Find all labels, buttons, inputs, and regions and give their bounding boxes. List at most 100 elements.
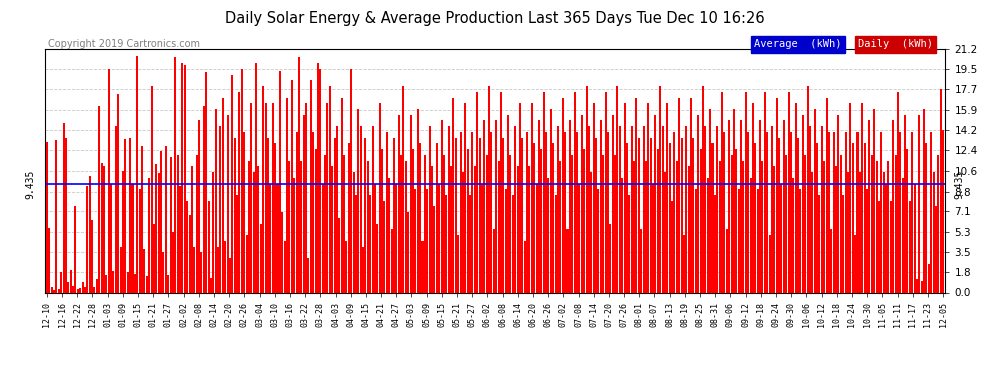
Bar (79, 288, 81, 292)
Bar (53, 290, 55, 292)
Bar (702, 86, 704, 292)
Bar (117, 94, 119, 292)
Bar (607, 132, 609, 292)
Bar (851, 143, 853, 292)
Bar (362, 247, 364, 292)
Bar (704, 126, 707, 292)
Bar (673, 132, 675, 292)
Bar (431, 166, 433, 292)
Bar (836, 166, 838, 292)
Bar (736, 149, 738, 292)
Bar (417, 109, 419, 292)
Bar (336, 126, 338, 292)
Bar (49, 228, 50, 292)
Bar (200, 252, 202, 292)
Bar (224, 241, 227, 292)
Bar (148, 178, 150, 292)
Bar (671, 201, 673, 292)
Bar (536, 183, 538, 292)
Bar (500, 92, 502, 292)
Bar (664, 172, 666, 292)
Bar (369, 195, 371, 292)
Bar (379, 103, 381, 292)
Bar (232, 75, 234, 292)
Bar (410, 115, 412, 292)
Bar (545, 132, 547, 292)
Bar (371, 126, 373, 292)
Bar (935, 207, 937, 292)
Bar (666, 103, 668, 292)
Bar (96, 279, 98, 292)
Bar (526, 132, 528, 292)
Bar (552, 143, 554, 292)
Bar (678, 98, 680, 292)
Bar (471, 132, 473, 292)
Bar (139, 189, 141, 292)
Bar (98, 105, 100, 292)
Bar (352, 172, 354, 292)
Bar (590, 172, 592, 292)
Bar (125, 139, 127, 292)
Bar (738, 189, 740, 292)
Bar (605, 92, 607, 292)
Bar (907, 149, 909, 292)
Bar (93, 287, 95, 292)
Bar (493, 230, 495, 292)
Bar (141, 146, 143, 292)
Bar (581, 115, 583, 292)
Bar (695, 189, 697, 292)
Bar (279, 71, 281, 292)
Bar (595, 138, 597, 292)
Bar (529, 166, 531, 292)
Bar (543, 92, 545, 292)
Bar (800, 189, 802, 292)
Bar (754, 143, 756, 292)
Bar (602, 155, 604, 292)
Bar (203, 105, 205, 292)
Text: Daily Solar Energy & Average Production Last 365 Days Tue Dec 10 16:26: Daily Solar Energy & Average Production … (225, 11, 765, 26)
Bar (656, 149, 658, 292)
Bar (768, 235, 770, 292)
Bar (928, 264, 930, 292)
Bar (252, 172, 254, 292)
Bar (120, 247, 122, 292)
Bar (77, 289, 79, 292)
Bar (802, 115, 804, 292)
Bar (129, 138, 131, 292)
Bar (840, 155, 842, 292)
Bar (462, 172, 464, 292)
Bar (241, 69, 243, 292)
Bar (909, 201, 911, 292)
Bar (466, 149, 468, 292)
Bar (661, 126, 663, 292)
Bar (773, 166, 775, 292)
Bar (160, 152, 162, 292)
Bar (911, 132, 913, 292)
Bar (454, 138, 456, 292)
Bar (797, 138, 799, 292)
Bar (317, 63, 319, 292)
Bar (229, 258, 231, 292)
Bar (46, 142, 48, 292)
Bar (157, 173, 159, 292)
Bar (65, 138, 67, 292)
Bar (244, 132, 246, 292)
Bar (357, 109, 359, 292)
Bar (880, 132, 882, 292)
Bar (298, 57, 300, 292)
Bar (512, 195, 514, 292)
Bar (134, 274, 136, 292)
Bar (724, 132, 726, 292)
Bar (395, 183, 397, 292)
Bar (374, 183, 376, 292)
Bar (707, 178, 709, 292)
Bar (631, 126, 633, 292)
Bar (885, 183, 887, 292)
Bar (824, 160, 826, 292)
Bar (600, 120, 602, 292)
Bar (809, 126, 811, 292)
Bar (921, 281, 923, 292)
Bar (310, 80, 312, 292)
Bar (609, 224, 611, 292)
Bar (619, 126, 621, 292)
